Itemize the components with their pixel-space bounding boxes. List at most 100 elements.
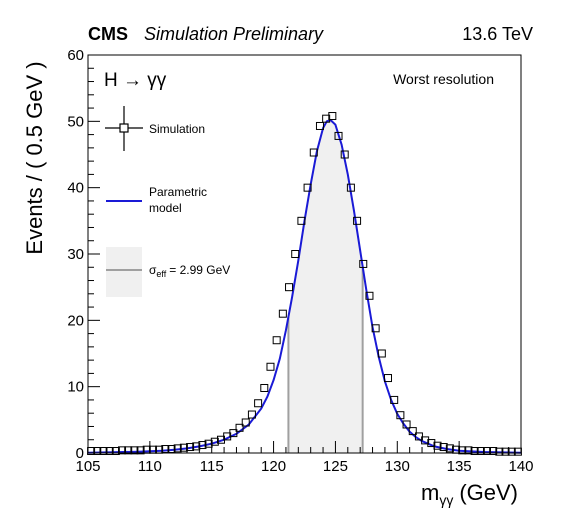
simulation-point <box>359 259 368 268</box>
parametric-model-curve <box>87 118 522 454</box>
legend-simulation-label: Simulation <box>149 122 205 136</box>
simulation-point <box>445 444 454 453</box>
simulation-point <box>470 447 479 456</box>
energy-label: 13.6 TeV <box>462 24 533 44</box>
x-axis-title-sub: γγ <box>439 492 453 508</box>
simulation-point <box>390 395 399 404</box>
simulation-point <box>501 447 510 456</box>
simulation-point <box>111 447 120 456</box>
category-label: Worst resolution <box>393 71 494 87</box>
simulation-point <box>291 250 300 258</box>
simulation-point <box>118 446 127 455</box>
simulation-point <box>346 183 355 192</box>
y-axis-title: Events / ( 0.5 GeV ) <box>22 61 47 254</box>
simulation-point <box>124 446 133 455</box>
simulation-tag: Simulation Preliminary <box>144 24 324 44</box>
simulation-point <box>93 447 102 456</box>
simulation-point <box>408 427 417 436</box>
simulation-point <box>421 436 430 445</box>
simulation-point <box>198 441 207 450</box>
y-tick-label: 20 <box>67 312 84 329</box>
simulation-point <box>303 183 312 192</box>
sigma-eff-band <box>288 120 363 453</box>
simulation-point <box>334 131 343 140</box>
legend-simulation-marker <box>105 106 143 151</box>
simulation-point <box>365 291 374 300</box>
simulation-point <box>285 283 294 292</box>
simulation-point <box>247 410 256 419</box>
legend-sigma-symbol: σ <box>149 263 157 277</box>
simulation-point <box>439 443 448 452</box>
simulation-point <box>241 418 250 427</box>
y-tick-label: 10 <box>67 379 84 396</box>
simulation-point <box>260 383 269 392</box>
legend-model-label-line2: model <box>149 201 182 215</box>
simulation-point <box>99 447 108 456</box>
simulation-point <box>458 446 467 455</box>
y-tick-label: 50 <box>67 113 84 130</box>
simulation-point <box>340 150 349 159</box>
simulation-point <box>315 121 324 130</box>
simulation-point <box>371 324 380 333</box>
simulation-point <box>130 446 139 455</box>
simulation-point <box>427 439 436 448</box>
simulation-point <box>272 336 281 345</box>
x-axis-title-main: m <box>421 480 439 505</box>
simulation-point <box>322 114 331 123</box>
simulation-point <box>266 362 275 371</box>
simulation-point <box>396 411 405 420</box>
x-tick-label: 110 <box>138 458 162 475</box>
plot-frame <box>87 54 522 454</box>
simulation-point <box>278 309 287 318</box>
simulation-point <box>254 399 263 408</box>
simulation-point <box>192 442 201 451</box>
simulation-point <box>136 446 145 455</box>
x-tick-label: 115 <box>200 458 224 475</box>
x-tick-label: 120 <box>261 458 286 475</box>
legend-sigma-sub: eff <box>156 269 166 279</box>
simulation-markers <box>87 112 522 456</box>
simulation-point <box>384 374 393 383</box>
x-axis-title-unit: (GeV) <box>459 480 518 505</box>
legend-model-label-line1: Parametric <box>149 185 207 199</box>
x-axis-title: mγγ (GeV) <box>421 480 518 508</box>
experiment-label: CMS <box>88 24 128 44</box>
y-tick-label: 30 <box>67 246 84 263</box>
simulation-point <box>377 349 386 358</box>
x-tick-label: 105 <box>75 458 100 475</box>
simulation-point <box>489 447 498 456</box>
legend-sigma-value: = 2.99 GeV <box>169 263 230 277</box>
y-tick-label: 60 <box>67 47 84 64</box>
simulation-point <box>105 447 114 456</box>
simulation-point <box>204 439 213 448</box>
legend: Simulation Parametric model σeff = 2.99 G… <box>105 106 230 297</box>
simulation-point <box>179 443 188 452</box>
simulation-point <box>482 447 491 456</box>
simulation-point <box>476 447 485 456</box>
simulation-point <box>173 444 182 453</box>
x-tick-label: 130 <box>385 458 410 475</box>
simulation-point <box>433 441 442 450</box>
x-tick-label: 135 <box>447 458 472 475</box>
simulation-point <box>507 447 516 456</box>
axis-ticks: 105 110 115 120 125 130 135 140 0 10 20 30 40 50 60 <box>67 47 533 475</box>
simulation-point <box>309 148 318 157</box>
simulation-point <box>229 429 238 438</box>
simulation-point <box>235 423 244 432</box>
process-label: H → γγ <box>104 70 167 91</box>
y-tick-label: 0 <box>76 445 84 462</box>
simulation-point <box>186 443 195 452</box>
simulation-point <box>297 216 306 225</box>
simulation-point <box>353 216 362 225</box>
legend-sigma-box <box>106 247 142 297</box>
x-tick-label: 140 <box>508 458 533 475</box>
y-tick-label: 40 <box>67 180 84 197</box>
simulation-point <box>402 420 411 429</box>
simulation-point <box>495 447 504 456</box>
simulation-point <box>328 112 337 121</box>
simulation-point <box>464 446 473 455</box>
x-tick-label: 125 <box>323 458 348 475</box>
legend-sigma-label: σeff = 2.99 GeV <box>149 263 230 279</box>
simulation-point <box>210 437 219 446</box>
